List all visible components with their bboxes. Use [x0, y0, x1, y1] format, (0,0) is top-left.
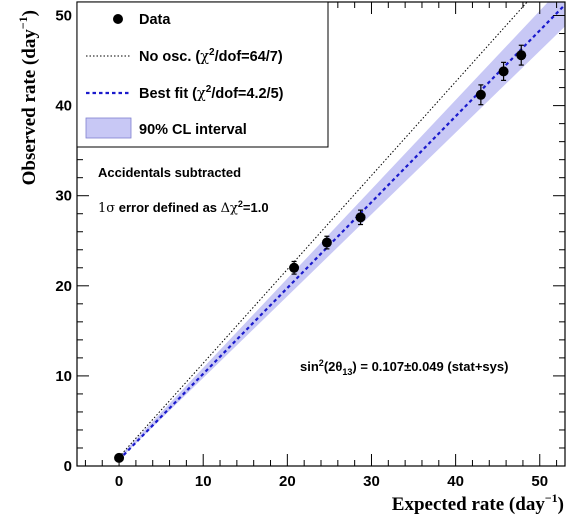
data-point [475, 84, 486, 106]
legend-bestfit-label: Best fit (χ2/dof=4.2/5) [139, 84, 284, 102]
annotation-error-definition: 1σ error defined as Δχ2=1.0 [98, 199, 269, 216]
data-marker [289, 262, 300, 273]
legend-data-marker [113, 14, 123, 24]
legend-noosc-label: No osc. (χ2/dof=64/7) [139, 47, 283, 65]
x-tick-label: 40 [447, 473, 464, 490]
x-tick-label: 30 [363, 473, 380, 490]
data-point [516, 44, 527, 66]
x-tick-label: 20 [279, 473, 296, 490]
x-tick-label: 0 [115, 473, 123, 490]
data-marker [475, 89, 486, 100]
data-point [355, 209, 366, 226]
x-tick-label: 10 [195, 473, 212, 490]
y-tick-label: 20 [55, 278, 72, 295]
data-marker [355, 212, 366, 223]
y-tick-label: 50 [55, 8, 72, 25]
legend-band-label: 90% CL interval [139, 122, 247, 138]
y-tick-label: 30 [55, 188, 72, 205]
y-axis-title: Observed rate (day−1) [16, 10, 40, 185]
data-marker [516, 50, 527, 61]
no-osc-line [118, 2, 528, 458]
x-axis-title: Expected rate (day−1) [392, 491, 564, 515]
data-marker [321, 237, 332, 248]
y-tick-label: 0 [64, 458, 72, 475]
legend-data-label: Data [139, 12, 171, 28]
axis-ticks: 0 10 20 30 40 50 0 10 20 30 40 50 [55, 2, 565, 490]
y-tick-label: 40 [55, 98, 72, 115]
best-fit-line [118, 3, 565, 461]
plot-content [114, 2, 565, 463]
legend-band-swatch [85, 117, 132, 139]
x-tick-label: 50 [531, 473, 548, 490]
data-point [498, 61, 509, 81]
data-marker [498, 66, 509, 77]
annotation-result: sin2(2θ13) = 0.107±0.049 (stat+sys) [300, 358, 508, 377]
data-point [289, 260, 300, 275]
data-point [321, 235, 332, 250]
y-tick-label: 10 [55, 368, 72, 385]
annotation-accidentals: Accidentals subtracted [98, 165, 241, 180]
legend: Data No osc. (χ2/dof=64/7) Best fit (χ2/… [76, 1, 329, 148]
